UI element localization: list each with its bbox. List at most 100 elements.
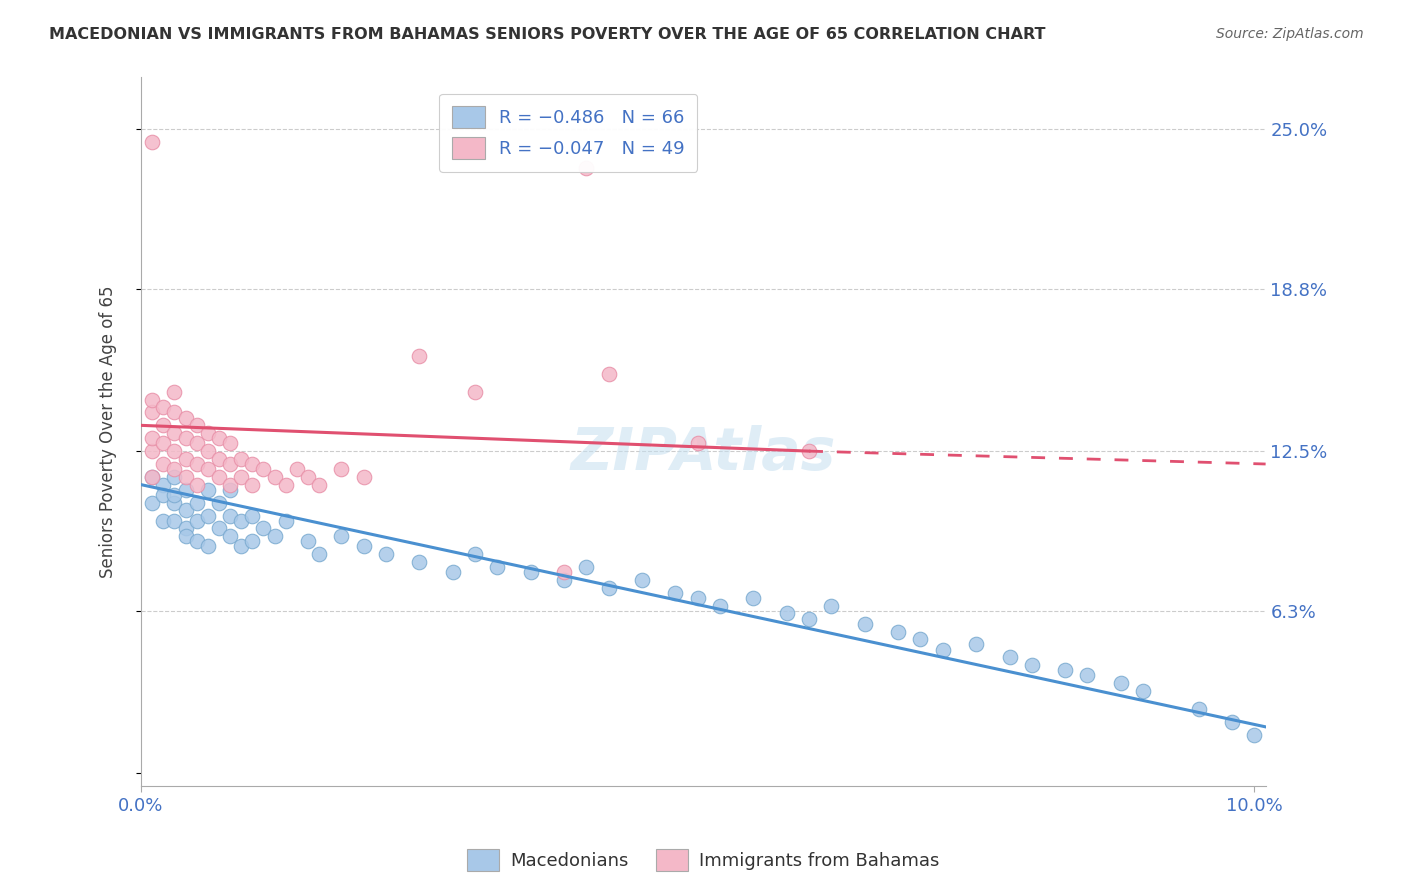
Point xyxy=(231,514,253,528)
Point xyxy=(263,529,285,543)
Point xyxy=(152,477,174,491)
Point xyxy=(197,444,219,458)
Point xyxy=(219,477,242,491)
Point xyxy=(152,488,174,502)
Point xyxy=(441,566,464,580)
Text: Source: ZipAtlas.com: Source: ZipAtlas.com xyxy=(1216,27,1364,41)
Point xyxy=(631,573,654,587)
Point xyxy=(174,529,197,543)
Point xyxy=(686,591,709,605)
Point xyxy=(141,135,163,149)
Point xyxy=(152,514,174,528)
Point xyxy=(197,462,219,476)
Point xyxy=(208,470,231,484)
Point xyxy=(797,612,820,626)
Point xyxy=(141,405,163,419)
Point xyxy=(931,642,953,657)
Point xyxy=(252,462,274,476)
Point xyxy=(208,521,231,535)
Point xyxy=(186,496,208,510)
Point xyxy=(141,444,163,458)
Point xyxy=(186,514,208,528)
Point xyxy=(240,457,263,471)
Point xyxy=(163,496,186,510)
Point xyxy=(141,470,163,484)
Point xyxy=(186,534,208,549)
Point xyxy=(686,436,709,450)
Point xyxy=(353,540,375,554)
Point xyxy=(152,436,174,450)
Point xyxy=(163,405,186,419)
Point xyxy=(163,514,186,528)
Legend: R = −0.486   N = 66, R = −0.047   N = 49: R = −0.486 N = 66, R = −0.047 N = 49 xyxy=(440,94,697,172)
Point xyxy=(174,410,197,425)
Point xyxy=(598,367,620,381)
Point xyxy=(330,462,353,476)
Point xyxy=(910,632,932,647)
Point xyxy=(163,470,186,484)
Point xyxy=(285,462,308,476)
Point xyxy=(174,431,197,445)
Point xyxy=(1021,658,1043,673)
Point xyxy=(374,547,396,561)
Point xyxy=(308,547,330,561)
Point xyxy=(1220,714,1243,729)
Point xyxy=(297,534,319,549)
Point xyxy=(1109,676,1132,690)
Point xyxy=(1188,702,1211,716)
Point xyxy=(174,451,197,466)
Point xyxy=(1054,663,1077,677)
Point xyxy=(575,161,598,175)
Point xyxy=(219,508,242,523)
Point xyxy=(152,418,174,433)
Point xyxy=(141,392,163,407)
Point xyxy=(197,483,219,497)
Point xyxy=(152,457,174,471)
Point xyxy=(186,418,208,433)
Point xyxy=(141,431,163,445)
Point xyxy=(231,451,253,466)
Point xyxy=(186,436,208,450)
Point xyxy=(231,540,253,554)
Point xyxy=(197,540,219,554)
Point xyxy=(330,529,353,543)
Point xyxy=(240,508,263,523)
Point xyxy=(1132,683,1154,698)
Point xyxy=(174,483,197,497)
Point xyxy=(820,599,842,613)
Point xyxy=(408,555,430,569)
Point xyxy=(186,477,208,491)
Point xyxy=(231,470,253,484)
Point xyxy=(308,477,330,491)
Point xyxy=(274,514,297,528)
Point xyxy=(664,586,686,600)
Point xyxy=(598,581,620,595)
Point xyxy=(853,616,876,631)
Point xyxy=(141,496,163,510)
Point xyxy=(353,470,375,484)
Y-axis label: Seniors Poverty Over the Age of 65: Seniors Poverty Over the Age of 65 xyxy=(100,285,117,578)
Legend: Macedonians, Immigrants from Bahamas: Macedonians, Immigrants from Bahamas xyxy=(460,842,946,879)
Point xyxy=(163,488,186,502)
Point xyxy=(464,547,486,561)
Point xyxy=(408,349,430,363)
Point xyxy=(274,477,297,491)
Point xyxy=(163,444,186,458)
Point xyxy=(553,566,575,580)
Point xyxy=(486,560,509,574)
Point xyxy=(776,607,799,621)
Point xyxy=(208,496,231,510)
Point xyxy=(297,470,319,484)
Point xyxy=(998,650,1021,665)
Point xyxy=(553,573,575,587)
Point xyxy=(141,470,163,484)
Point xyxy=(197,508,219,523)
Point xyxy=(464,384,486,399)
Point xyxy=(240,534,263,549)
Point xyxy=(163,462,186,476)
Point xyxy=(1076,668,1098,682)
Point xyxy=(163,384,186,399)
Point xyxy=(965,637,987,651)
Point xyxy=(519,566,541,580)
Point xyxy=(208,451,231,466)
